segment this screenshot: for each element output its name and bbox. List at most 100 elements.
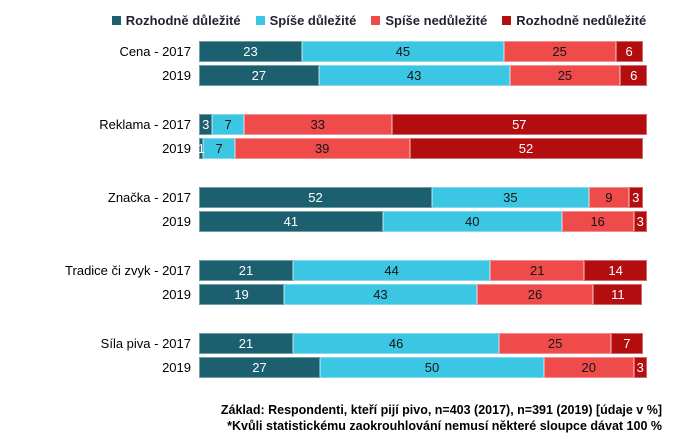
segment-value: 6	[630, 68, 638, 83]
bar-row: Cena - 2017 23 45 25 6	[0, 41, 700, 62]
category-label: 2019	[162, 141, 191, 156]
segment-value: 3	[632, 190, 640, 205]
bar-segment: 3	[633, 211, 647, 232]
bar-segment: 21	[490, 260, 585, 281]
legend-label: Spíše nedůležité	[385, 12, 488, 28]
legend-item: Rozhodně důležité	[111, 13, 241, 28]
bar-row: 2019 19 43 26 11	[0, 284, 700, 305]
segment-value: 1	[197, 141, 205, 156]
bar-row: Značka - 2017 52 35 9 3	[0, 187, 700, 208]
bar-track: 23 45 25 6	[199, 41, 647, 62]
bar-segment: 16	[561, 211, 634, 232]
bar-segment: 27	[199, 65, 319, 86]
legend-item: Spíše nedůležité	[371, 13, 487, 28]
segment-value: 27	[251, 68, 267, 83]
bar-segment: 1	[197, 138, 205, 159]
bar-segment: 19	[199, 284, 285, 305]
bar-segment: 52	[409, 138, 643, 159]
bar-segment: 41	[199, 211, 383, 232]
bar-row: 2019 41 40 16 3	[0, 211, 700, 232]
bar-segment: 45	[302, 41, 504, 62]
bar-row: 2019 27 43 25 6	[0, 65, 700, 86]
legend-label: Spíše důležité	[269, 12, 357, 28]
category-label: 2019	[162, 214, 191, 229]
category-label: Značka - 2017	[107, 190, 191, 205]
bar-group: Reklama - 2017 3 7 33 57 2019 1 7 39 52	[0, 114, 700, 159]
bar-track: 52 35 9 3	[199, 187, 647, 208]
segment-value: 7	[224, 117, 232, 132]
bar-track: 21 46 25 7	[199, 333, 647, 354]
bar-segment: 27	[199, 357, 320, 378]
bar-segment: 50	[319, 357, 544, 378]
segment-value: 25	[557, 68, 573, 83]
category-label: Tradice či zvyk - 2017	[65, 263, 191, 278]
bar-track: 27 50 20 3	[199, 357, 647, 378]
legend-swatch-icon	[371, 15, 381, 25]
category-label: Síla piva - 2017	[100, 336, 191, 351]
segment-value: 20	[581, 360, 596, 375]
bar-row: Reklama - 2017 3 7 33 57	[0, 114, 700, 135]
segment-value: 21	[238, 336, 254, 351]
bar-segment: 40	[382, 211, 562, 232]
segment-value: 14	[608, 263, 623, 278]
legend-item: Spíše důležité	[255, 12, 357, 28]
bar-segment: 33	[243, 114, 392, 135]
segment-value: 27	[252, 360, 267, 375]
legend-swatch-icon	[111, 15, 121, 25]
segment-value: 35	[503, 190, 518, 205]
segment-value: 39	[314, 141, 330, 156]
bar-segment: 3	[629, 187, 643, 208]
bar-row: 2019 27 50 20 3	[0, 357, 700, 378]
legend-label: Rozhodně nedůležité	[516, 12, 647, 28]
bar-segment: 7	[611, 333, 643, 354]
bar-group: Značka - 2017 52 35 9 3 2019 41 40 16 3	[0, 187, 700, 232]
segment-value: 23	[243, 44, 258, 59]
bar-segment: 7	[203, 138, 235, 159]
bar-segment: 23	[199, 41, 303, 62]
bar-segment: 6	[620, 65, 647, 86]
bar-group: Síla piva - 2017 21 46 25 7 2019 27 50 20 3	[0, 333, 700, 378]
segment-value: 46	[388, 336, 404, 351]
bar-row: 2019 1 7 39 52	[0, 138, 700, 159]
segment-value: 9	[605, 190, 613, 205]
segment-value: 40	[465, 214, 480, 229]
segment-value: 33	[310, 117, 325, 132]
segment-value: 16	[590, 214, 605, 229]
bar-segment: 35	[431, 187, 589, 208]
footnote-line-1: Základ: Respondenti, kteří pijí pivo, n=…	[220, 403, 662, 417]
segment-value: 50	[424, 360, 440, 375]
bar-segment: 21	[199, 333, 294, 354]
segment-value: 6	[625, 44, 633, 59]
bar-segment: 25	[509, 65, 621, 86]
category-label: 2019	[162, 287, 191, 302]
bar-segment: 39	[234, 138, 410, 159]
bar-segment: 21	[199, 260, 294, 281]
bar-segment: 3	[633, 357, 647, 378]
bar-segment: 20	[543, 357, 634, 378]
bar-segment: 9	[588, 187, 630, 208]
bar-segment: 26	[476, 284, 594, 305]
bar-segment: 52	[199, 187, 432, 208]
bar-segment: 25	[503, 41, 616, 62]
bar-track: 1 7 39 52	[197, 138, 647, 159]
segment-value: 52	[308, 190, 323, 205]
segment-value: 25	[552, 44, 567, 59]
segment-value: 26	[527, 287, 543, 302]
segment-value: 21	[238, 263, 254, 278]
segment-value: 43	[373, 287, 388, 302]
segment-value: 3	[202, 117, 210, 132]
bar-row: Tradice či zvyk - 2017 21 44 21 14	[0, 260, 700, 281]
chart-plot-area: Cena - 2017 23 45 25 6 2019 27 43 25 6 Reklama - 2…	[0, 41, 700, 378]
bar-row: Síla piva - 2017 21 46 25 7	[0, 333, 700, 354]
segment-value: 44	[384, 263, 399, 278]
segment-value: 7	[215, 141, 223, 156]
segment-value: 11	[611, 287, 625, 302]
segment-value: 25	[547, 336, 563, 351]
category-label: Reklama - 2017	[99, 117, 191, 132]
bar-track: 21 44 21 14	[199, 260, 647, 281]
bar-track: 3 7 33 57	[199, 114, 647, 135]
legend-item: Rozhodně nedůležité	[502, 13, 646, 28]
bar-segment: 25	[499, 333, 612, 354]
footnote-line-2: *Kvůli statistickému zaokrouhlování nemu…	[227, 419, 662, 434]
bar-segment: 46	[293, 333, 500, 354]
